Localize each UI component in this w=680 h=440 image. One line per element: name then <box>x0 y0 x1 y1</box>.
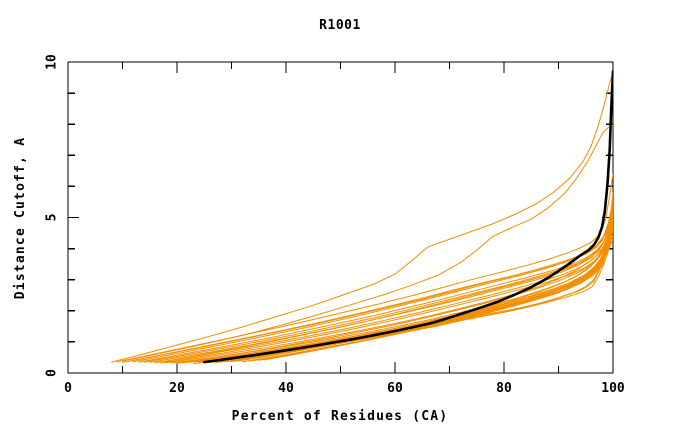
y-tick-label-0: 0 <box>45 369 60 377</box>
series-line-reference-model <box>202 70 613 364</box>
x-tick-label-100: 100 <box>601 381 625 396</box>
series-line-model-mid-29 <box>263 224 613 361</box>
data-series-layer <box>111 70 613 365</box>
x-axis-ticks <box>67 62 614 373</box>
y-tick-label-10: 10 <box>45 54 60 70</box>
x-tick-label-20: 20 <box>169 381 185 396</box>
x-tick-label-40: 40 <box>278 381 294 396</box>
series-line-model-mid-11 <box>132 198 613 363</box>
series-line-model-mid-20 <box>236 218 613 362</box>
chart-title: R1001 <box>319 18 361 33</box>
x-axis-label: Percent of Residues (CA) <box>232 409 449 424</box>
y-axis-label: Distance Cutoff, A <box>13 137 28 299</box>
series-line-model-outlier-high-1 <box>111 73 613 363</box>
series-clip-group <box>111 70 613 365</box>
series-line-model-mid-15 <box>149 210 613 363</box>
series-line-model-mid-22 <box>127 204 613 362</box>
series-line-model-mid-01 <box>116 173 613 363</box>
y-axis-tick-labels: 0 5 10 <box>45 54 60 377</box>
y-tick-label-5: 5 <box>45 214 60 222</box>
x-tick-label-80: 80 <box>496 381 512 396</box>
x-axis-tick-labels: 0 20 40 60 80 100 <box>64 381 625 396</box>
x-tick-label-60: 60 <box>387 381 403 396</box>
series-line-model-mid-21 <box>160 210 613 364</box>
x-tick-label-0: 0 <box>64 381 72 396</box>
series-line-model-mid-16 <box>154 213 613 364</box>
series-line-model-mid-30 <box>165 206 613 362</box>
series-line-model-mid-10 <box>187 212 613 362</box>
series-line-model-mid-07 <box>192 218 613 363</box>
